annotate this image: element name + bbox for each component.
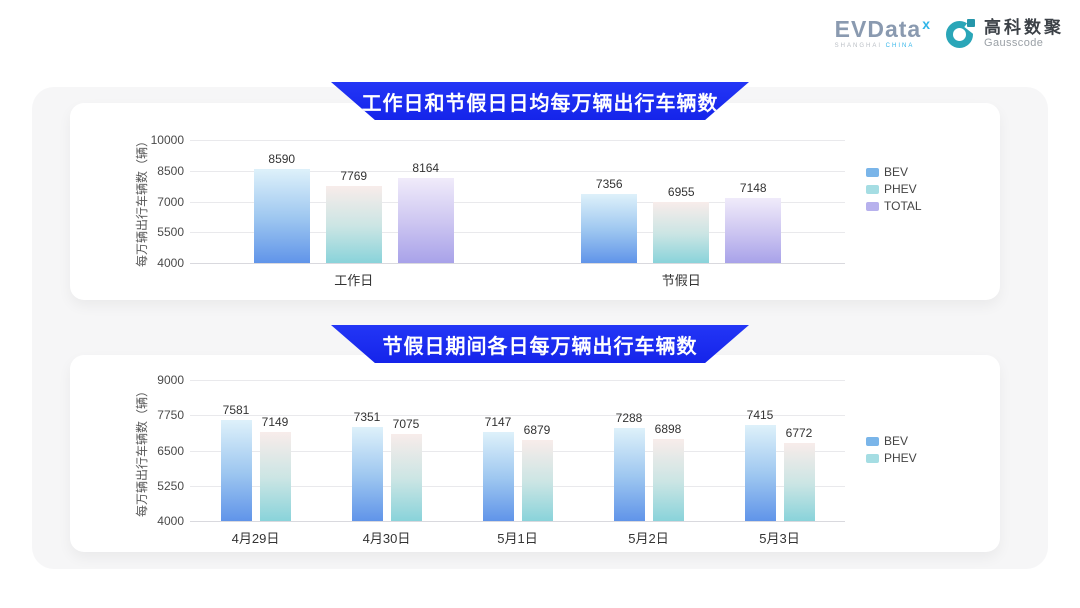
- legend-label-bev: BEV: [884, 434, 909, 448]
- bar-value-label: 7147: [484, 415, 512, 430]
- brand-logo: EVDatax SHANGHAI CHINA 高科数聚 Gausscode: [834, 16, 1064, 49]
- chart1-card: 每万辆出行车辆数（辆） 4000 5500 7000 8500 10000 工作日 8590…: [70, 103, 1000, 300]
- chart2-title: 节假日期间各日每万辆出行车辆数: [382, 335, 698, 358]
- bar-total: [725, 198, 782, 263]
- bar-phev: [653, 202, 710, 263]
- evdata-caption-right: CHINA: [885, 43, 915, 49]
- g-icon-ring: [946, 20, 973, 48]
- y-tick-label: 5250: [157, 478, 184, 493]
- gridline: [190, 232, 845, 234]
- legend-item-bev[interactable]: BEV: [866, 434, 917, 448]
- bar-bev: [253, 168, 310, 263]
- bar-phev: [783, 442, 815, 521]
- gausscode-en-name: Gausscode: [984, 36, 1044, 49]
- bar-phev: [259, 432, 291, 521]
- y-tick-label: 4000: [157, 514, 184, 528]
- bar-phev: [325, 185, 382, 263]
- gausscode-g-icon: [946, 18, 981, 49]
- gridline: [190, 485, 845, 487]
- legend-label-bev: BEV: [884, 165, 909, 179]
- gridline: [190, 201, 845, 203]
- y-tick-label: 7000: [157, 194, 184, 209]
- legend: BEV PHEV: [866, 434, 917, 468]
- legend-item-phev[interactable]: PHEV: [866, 451, 917, 465]
- y-tick-label: 8500: [157, 163, 184, 178]
- gridline: [190, 521, 845, 522]
- y-tick-label: 7750: [157, 408, 184, 423]
- y-tick-label: 4000: [157, 256, 184, 270]
- y-tick-label: 5500: [157, 225, 184, 240]
- y-tick-label: 10000: [150, 133, 184, 147]
- legend-item-phev[interactable]: PHEV: [866, 182, 922, 196]
- evdata-x-icon: x: [922, 16, 930, 32]
- bar-value-label: 6772: [785, 425, 813, 440]
- bar-value-label: 7351: [353, 409, 381, 424]
- bar-value-label: 7149: [261, 415, 289, 430]
- x-category-label: 5月3日: [759, 531, 800, 546]
- bar-total: [397, 177, 454, 263]
- x-category-label: 5月1日: [497, 531, 538, 546]
- legend: BEV PHEV TOTAL: [866, 165, 922, 216]
- gridline: [190, 170, 845, 172]
- bar-bev: [482, 432, 514, 521]
- bar-value-label: 8590: [268, 151, 296, 166]
- y-tick-label: 6500: [157, 443, 184, 458]
- bar-value-label: 6879: [523, 422, 551, 437]
- bar-value-label: 7581: [222, 403, 250, 418]
- x-category-label: 5月2日: [628, 531, 669, 546]
- bar-value-label: 7075: [392, 417, 420, 432]
- chart2-plot-area: 每万辆出行车辆数（辆） 4000 5250 6500 7750 9000 4月29日 758…: [70, 355, 1000, 552]
- chart1-title: 工作日和节假日日均每万辆出行车辆数: [361, 92, 719, 115]
- legend-item-bev[interactable]: BEV: [866, 165, 922, 179]
- bar-phev: [652, 439, 684, 521]
- legend-swatch-phev: [866, 184, 879, 194]
- evdata-wordmark: EVData: [834, 16, 922, 42]
- bar-value-label: 7148: [739, 181, 767, 196]
- bar-value-label: 7769: [340, 168, 368, 183]
- bar-phev: [521, 439, 553, 521]
- legend-label-phev: PHEV: [884, 182, 917, 196]
- bar-bev: [744, 424, 776, 521]
- x-category-label: 工作日: [334, 273, 374, 288]
- x-category-label: 4月30日: [362, 531, 411, 546]
- gridline: [190, 380, 845, 381]
- evdata-caption: SHANGHAI CHINA: [835, 43, 930, 49]
- legend-swatch-bev: [866, 436, 879, 446]
- chart2-card: 每万辆出行车辆数（辆） 4000 5250 6500 7750 9000 4月29日 758…: [70, 355, 1000, 552]
- gausscode-logo: 高科数聚 Gausscode: [946, 17, 1064, 49]
- chart1-plot-area: 每万辆出行车辆数（辆） 4000 5500 7000 8500 10000 工作日 8590…: [70, 103, 1000, 300]
- chart1-title-banner: 工作日和节假日日均每万辆出行车辆数: [331, 82, 749, 120]
- g-icon-square: [967, 18, 975, 27]
- bar-value-label: 7415: [746, 407, 774, 422]
- bar-value-label: 7356: [595, 177, 623, 192]
- x-category-label: 4月29日: [231, 531, 280, 546]
- bar-bev: [351, 426, 383, 521]
- legend-swatch-phev: [866, 453, 879, 463]
- legend-swatch-total: [866, 201, 879, 211]
- bar-value-label: 6898: [654, 422, 682, 437]
- y-tick-label: 9000: [157, 373, 184, 387]
- gridline: [190, 263, 845, 264]
- chart2-title-banner: 节假日期间各日每万辆出行车辆数: [331, 325, 749, 363]
- x-category-label: 节假日: [661, 273, 701, 288]
- bar-bev: [613, 428, 645, 521]
- bar-phev: [390, 434, 422, 521]
- bar-value-label: 6955: [667, 185, 695, 200]
- bar-bev: [220, 420, 252, 521]
- bar-value-label: 7288: [615, 411, 643, 426]
- bar-value-label: 8164: [412, 160, 440, 175]
- legend-label-phev: PHEV: [884, 451, 917, 465]
- gausscode-cn-name: 高科数聚: [984, 17, 1064, 37]
- bar-bev: [581, 194, 638, 263]
- legend-item-total[interactable]: TOTAL: [866, 199, 922, 213]
- gridline: [190, 140, 845, 141]
- evdata-logo: EVDatax SHANGHAI CHINA: [834, 16, 930, 49]
- evdata-caption-left: SHANGHAI: [834, 43, 882, 49]
- legend-swatch-bev: [866, 167, 879, 177]
- gridline: [190, 450, 845, 452]
- legend-label-total: TOTAL: [884, 199, 922, 213]
- gridline: [190, 415, 845, 417]
